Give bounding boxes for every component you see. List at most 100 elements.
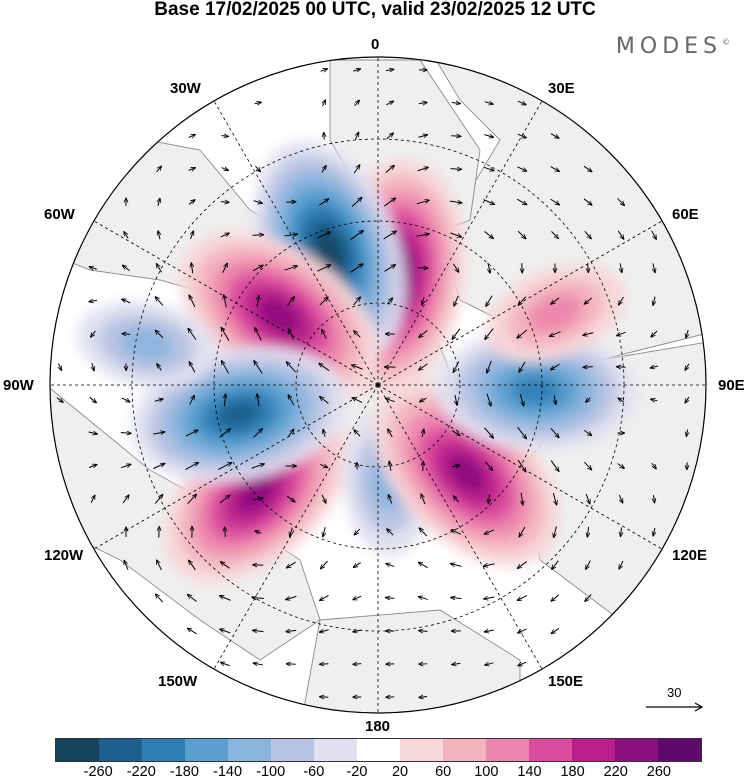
colorbar-tick-label: -100 <box>256 764 286 780</box>
wind-arrow <box>551 363 560 370</box>
logo-copyright-mark: © <box>722 37 730 47</box>
wind-arrow <box>551 297 560 304</box>
wind-arrow <box>191 263 192 274</box>
wind-arrow <box>620 263 622 272</box>
wind-arrow <box>653 263 655 272</box>
wind-arrow <box>552 560 559 570</box>
wind-arrow <box>188 328 197 341</box>
wind-arrow <box>124 560 129 570</box>
wind-arrow <box>220 662 230 667</box>
wind-arrow <box>685 363 690 371</box>
wind-arrow <box>550 460 559 472</box>
reference-vector-arrow <box>646 702 704 712</box>
anomaly-contour <box>315 231 343 272</box>
wind-arrow <box>653 527 655 536</box>
wind-arrow <box>88 465 97 468</box>
wind-arrow <box>321 165 326 173</box>
colorbar-segment <box>572 739 615 761</box>
wind-arrow <box>56 397 63 403</box>
colorbar-tick-label: 20 <box>391 764 409 780</box>
wind-arrow <box>587 526 588 537</box>
wind-arrow <box>354 528 361 535</box>
wind-arrow <box>154 399 163 401</box>
wind-arrow <box>187 594 197 603</box>
wind-arrow <box>91 330 96 337</box>
wind-arrow <box>252 235 263 236</box>
meridian <box>213 384 379 670</box>
wind-arrow <box>418 597 428 600</box>
wind-arrow <box>388 495 393 504</box>
wind-arrow <box>483 199 495 205</box>
anomaly-field <box>76 140 637 583</box>
colorbar-segment <box>529 739 572 761</box>
wind-arrow <box>189 560 196 571</box>
colorbar-tick-label: 60 <box>435 764 452 780</box>
wind-arrow <box>551 231 558 238</box>
wind-arrow <box>253 201 263 204</box>
wind-arrow <box>351 365 363 370</box>
wind-arrow <box>450 169 461 170</box>
wind-arrow <box>617 198 625 205</box>
lon-label-0: 0 <box>371 36 380 53</box>
colorbar-segment <box>658 739 701 761</box>
wind-arrow <box>517 426 527 439</box>
wind-arrow <box>320 664 329 665</box>
wind-arrow <box>422 429 424 437</box>
wind-arrow <box>483 564 495 567</box>
wind-arrow <box>252 598 264 599</box>
wind-arrow <box>386 597 395 598</box>
wind-arrow <box>517 166 526 171</box>
wind-arrow <box>220 629 231 634</box>
wind-arrow <box>617 331 626 335</box>
wind-arrow <box>516 198 527 205</box>
wind-arrow <box>257 295 259 307</box>
wind-arrow <box>488 494 489 504</box>
wind-arrow <box>320 697 329 698</box>
wind-arrow <box>157 560 162 571</box>
colorbar-tick-label: -260 <box>83 764 113 780</box>
wind-arrow <box>321 494 326 503</box>
lon-label-180: 180 <box>365 718 391 735</box>
wind-arrow <box>323 100 326 107</box>
colorbar-segment <box>486 739 529 761</box>
meridian <box>377 100 543 386</box>
wind-arrow <box>585 594 592 601</box>
wind-arrow <box>554 395 556 404</box>
reference-vector: 30 <box>640 685 710 715</box>
wind-arrow <box>155 330 164 339</box>
wind-arrow <box>153 432 165 434</box>
wind-arrow <box>383 231 397 240</box>
wind-arrow <box>550 133 559 139</box>
wind-arrow <box>158 198 160 206</box>
map-boundary <box>49 56 707 714</box>
wind-arrow <box>452 663 461 664</box>
colorbar-segment <box>271 739 314 761</box>
wind-arrow <box>187 494 197 505</box>
wind-arrow <box>221 327 230 341</box>
wind-arrow <box>255 328 262 341</box>
wind-arrow <box>221 361 230 374</box>
wind-arrow <box>519 526 526 537</box>
anomaly-contour <box>511 375 562 406</box>
wind-arrow <box>288 395 295 406</box>
colorbar-tick-label: -60 <box>303 764 325 780</box>
wind-arrow <box>451 136 461 137</box>
wind-arrow <box>319 297 328 306</box>
wind-arrow <box>190 231 193 240</box>
wind-arrow <box>419 528 428 537</box>
wind-arrow <box>222 263 228 273</box>
wind-arrow <box>518 296 527 306</box>
wind-arrow <box>89 396 97 403</box>
wind-arrow <box>255 165 261 171</box>
lat-lon-gridlines <box>50 57 706 713</box>
wind-arrow <box>353 562 361 568</box>
wind-arrow <box>452 263 458 272</box>
wind-arrow <box>585 493 590 504</box>
wind-arrow <box>219 495 230 504</box>
wind-arrow <box>486 393 491 406</box>
wind-arrow <box>387 298 392 305</box>
wind-arrow <box>320 464 328 467</box>
wind-arrow <box>583 429 591 435</box>
wind-arrow <box>519 361 526 372</box>
wind-arrow <box>189 295 196 308</box>
